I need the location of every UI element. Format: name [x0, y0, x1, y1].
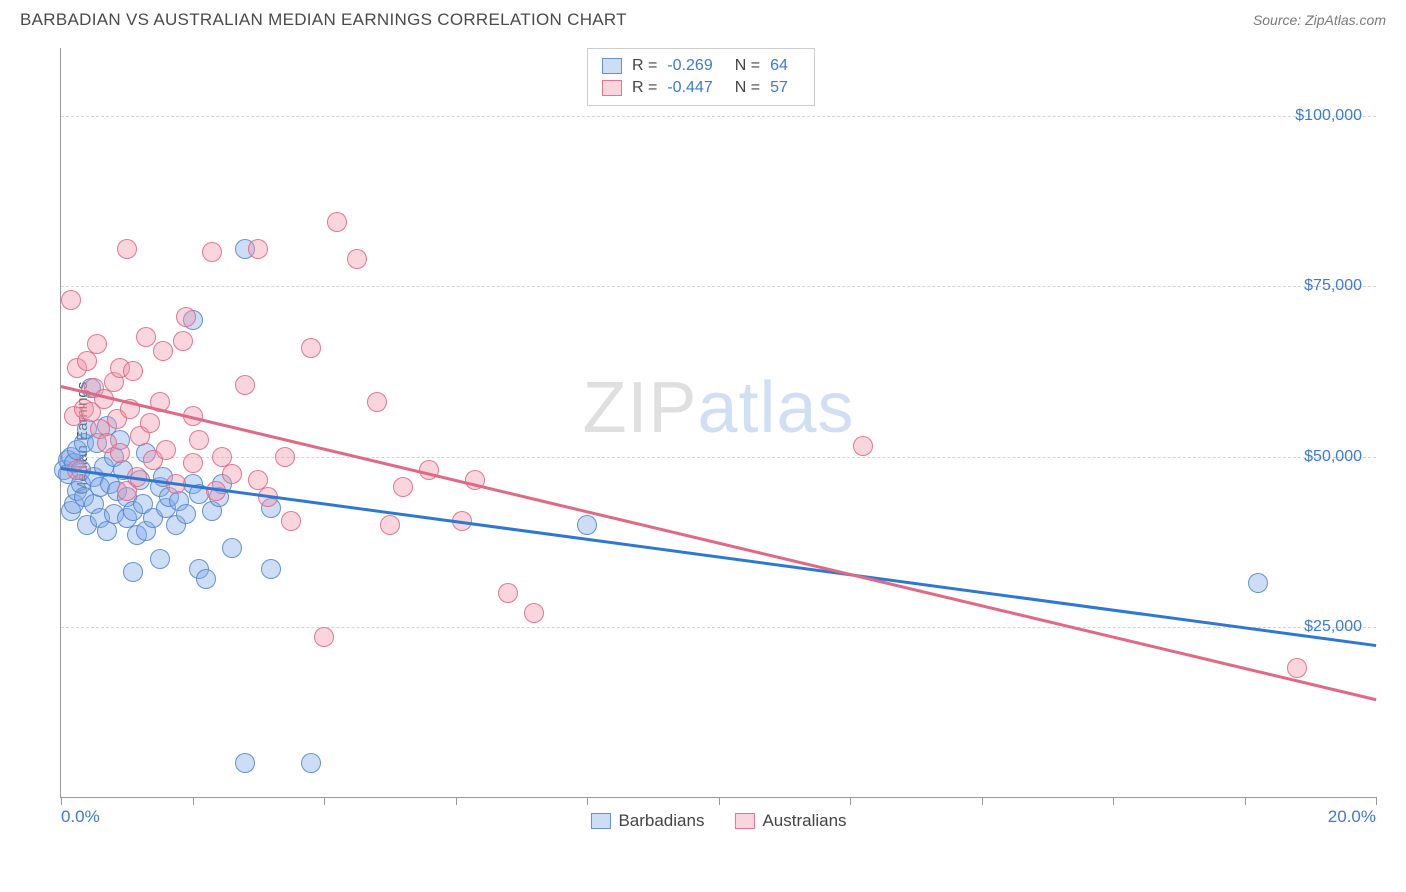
plot-area: ZIPatlas R =-0.269N =64R =-0.447N =57 Ba…: [60, 48, 1376, 798]
scatter-point: [222, 538, 242, 558]
scatter-point: [123, 361, 143, 381]
y-tick-label: $50,000: [1304, 448, 1362, 466]
x-tick: [719, 797, 720, 805]
x-tick: [456, 797, 457, 805]
x-tick: [587, 797, 588, 805]
scatter-point: [77, 351, 97, 371]
scatter-point: [248, 239, 268, 259]
x-tick-label: 20.0%: [1328, 807, 1376, 827]
series-name: Barbadians: [618, 811, 704, 831]
scatter-point: [61, 290, 81, 310]
trend-line: [61, 385, 1377, 701]
x-tick-label: 0.0%: [61, 807, 100, 827]
y-tick-label: $25,000: [1304, 618, 1362, 636]
x-tick: [850, 797, 851, 805]
scatter-point: [153, 341, 173, 361]
x-tick: [982, 797, 983, 805]
scatter-point: [183, 453, 203, 473]
scatter-point: [123, 562, 143, 582]
source-attribution: Source: ZipAtlas.com: [1253, 12, 1386, 28]
scatter-point: [1248, 573, 1268, 593]
x-tick: [193, 797, 194, 805]
series-legend-item: Australians: [734, 811, 846, 831]
scatter-point: [97, 521, 117, 541]
watermark: ZIPatlas: [582, 367, 854, 449]
x-tick: [1376, 797, 1377, 805]
legend-swatch: [590, 813, 610, 829]
n-value: 64: [770, 57, 788, 75]
scatter-point: [380, 515, 400, 535]
watermark-zip: ZIP: [582, 368, 697, 448]
chart-container: Median Earnings ZIPatlas R =-0.269N =64R…: [20, 38, 1386, 838]
series-legend-item: Barbadians: [590, 811, 704, 831]
x-tick: [61, 797, 62, 805]
scatter-point: [189, 430, 209, 450]
scatter-point: [156, 440, 176, 460]
scatter-point: [176, 307, 196, 327]
x-tick: [1245, 797, 1246, 805]
scatter-point: [87, 334, 107, 354]
scatter-point: [196, 569, 216, 589]
scatter-point: [235, 753, 255, 773]
scatter-point: [140, 413, 160, 433]
scatter-point: [367, 392, 387, 412]
scatter-point: [524, 603, 544, 623]
y-tick-label: $100,000: [1295, 107, 1362, 125]
x-tick: [324, 797, 325, 805]
scatter-point: [393, 477, 413, 497]
series-name: Australians: [762, 811, 846, 831]
series-legend: Barbadians Australians: [590, 811, 846, 831]
gridline: [61, 116, 1376, 117]
scatter-point: [853, 436, 873, 456]
n-label: N =: [735, 79, 760, 97]
scatter-point: [117, 239, 137, 259]
scatter-point: [301, 753, 321, 773]
trend-line: [61, 467, 1376, 647]
r-label: R =: [632, 79, 657, 97]
scatter-point: [150, 549, 170, 569]
scatter-point: [314, 627, 334, 647]
r-label: R =: [632, 57, 657, 75]
scatter-point: [222, 464, 242, 484]
r-value: -0.269: [667, 57, 712, 75]
scatter-point: [136, 327, 156, 347]
scatter-point: [347, 249, 367, 269]
scatter-point: [498, 583, 518, 603]
scatter-point: [301, 338, 321, 358]
scatter-point: [176, 504, 196, 524]
watermark-atlas: atlas: [697, 368, 854, 448]
legend-swatch: [734, 813, 754, 829]
gridline: [61, 286, 1376, 287]
scatter-point: [281, 511, 301, 531]
scatter-point: [235, 375, 255, 395]
n-value: 57: [770, 79, 788, 97]
chart-title: BARBADIAN VS AUSTRALIAN MEDIAN EARNINGS …: [20, 10, 627, 30]
scatter-point: [327, 212, 347, 232]
scatter-point: [202, 242, 222, 262]
legend-swatch: [602, 58, 622, 74]
correlation-legend-row: R = -0.447 N = 57: [602, 77, 800, 99]
x-tick: [1113, 797, 1114, 805]
correlation-legend: R = -0.269 N = 64 R = -0.447 N = 57: [587, 48, 815, 106]
scatter-point: [261, 559, 281, 579]
scatter-point: [110, 443, 130, 463]
scatter-point: [577, 515, 597, 535]
gridline: [61, 627, 1376, 628]
correlation-legend-row: R = -0.269 N = 64: [602, 55, 800, 77]
legend-swatch: [602, 80, 622, 96]
y-tick-label: $75,000: [1304, 277, 1362, 295]
scatter-point: [275, 447, 295, 467]
scatter-point: [173, 331, 193, 351]
scatter-point: [1287, 658, 1307, 678]
r-value: -0.447: [667, 79, 712, 97]
n-label: N =: [735, 57, 760, 75]
gridline: [61, 457, 1376, 458]
